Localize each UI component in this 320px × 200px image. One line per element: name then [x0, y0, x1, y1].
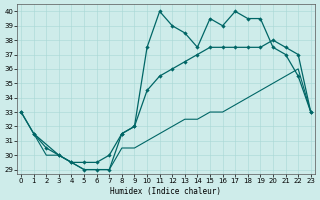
- X-axis label: Humidex (Indice chaleur): Humidex (Indice chaleur): [110, 187, 221, 196]
